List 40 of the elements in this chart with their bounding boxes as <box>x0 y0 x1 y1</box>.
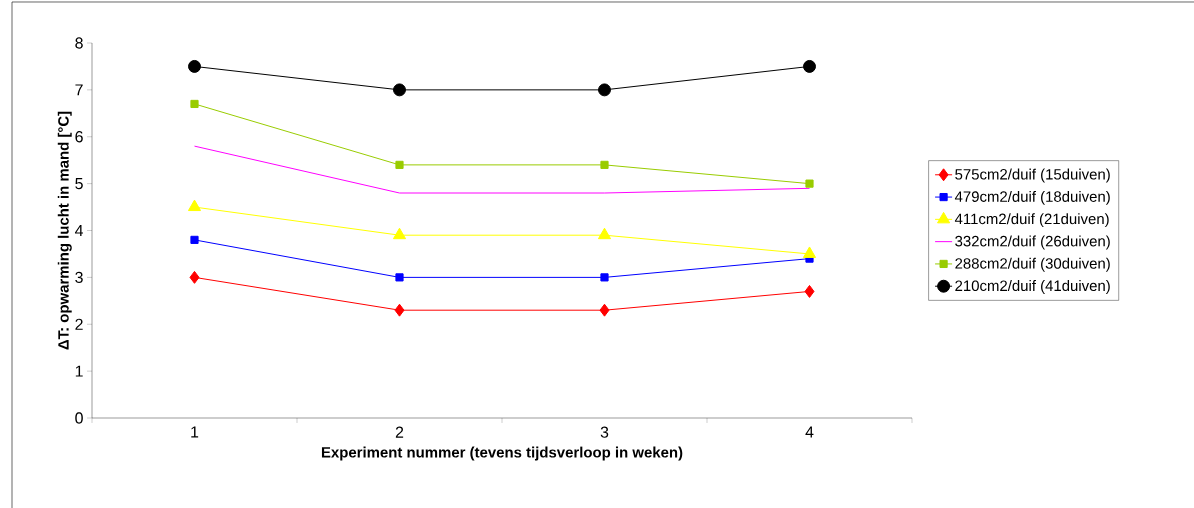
point <box>395 160 404 169</box>
point <box>599 303 610 317</box>
point <box>395 273 404 282</box>
legend-label: 332cm2/duif (26duiven) <box>955 235 1110 250</box>
legend-label: 575cm2/duif (15duiven) <box>955 168 1110 183</box>
legend-label: 288cm2/duif (30duiven) <box>955 257 1110 272</box>
y-tick-label: 0 <box>75 412 83 424</box>
y-tick-label: 5 <box>75 178 83 190</box>
point <box>803 59 816 73</box>
y-tick-label: 6 <box>75 131 83 143</box>
x-tick-label: 4 <box>805 426 814 438</box>
x-tick-label: 1 <box>191 426 199 438</box>
legend-label: 210cm2/duif (41duiven) <box>955 280 1110 294</box>
point <box>805 179 814 188</box>
y-axis-title: ΔT: opwarming lucht in mand [°C] <box>57 111 72 350</box>
x-tick-label: 2 <box>395 426 404 438</box>
x-tick-label: 3 <box>600 426 609 438</box>
legend-label: 479cm2/duif (18duiven) <box>954 190 1110 205</box>
point <box>392 227 407 240</box>
point <box>802 246 817 258</box>
point <box>188 59 201 73</box>
y-tick-label: 2 <box>75 318 83 330</box>
point <box>598 83 611 97</box>
y-tick-label: 4 <box>74 225 84 236</box>
point <box>597 227 612 240</box>
point <box>394 303 405 317</box>
point <box>393 83 406 97</box>
legend-label: 411cm2/duif (21duiven) <box>954 213 1109 228</box>
y-tick-label: 1 <box>75 365 83 377</box>
point <box>600 273 609 282</box>
y-tick-label: 7 <box>75 84 83 96</box>
point <box>189 270 200 284</box>
point <box>804 284 815 298</box>
point <box>190 99 199 109</box>
y-tick-label: 8 <box>75 37 83 49</box>
point <box>187 199 202 212</box>
x-axis-title: Experiment nummer (tevens tijdsverloop in weken) <box>321 446 683 461</box>
y-tick-label: 3 <box>75 271 83 284</box>
point <box>190 235 199 244</box>
point <box>600 160 609 169</box>
